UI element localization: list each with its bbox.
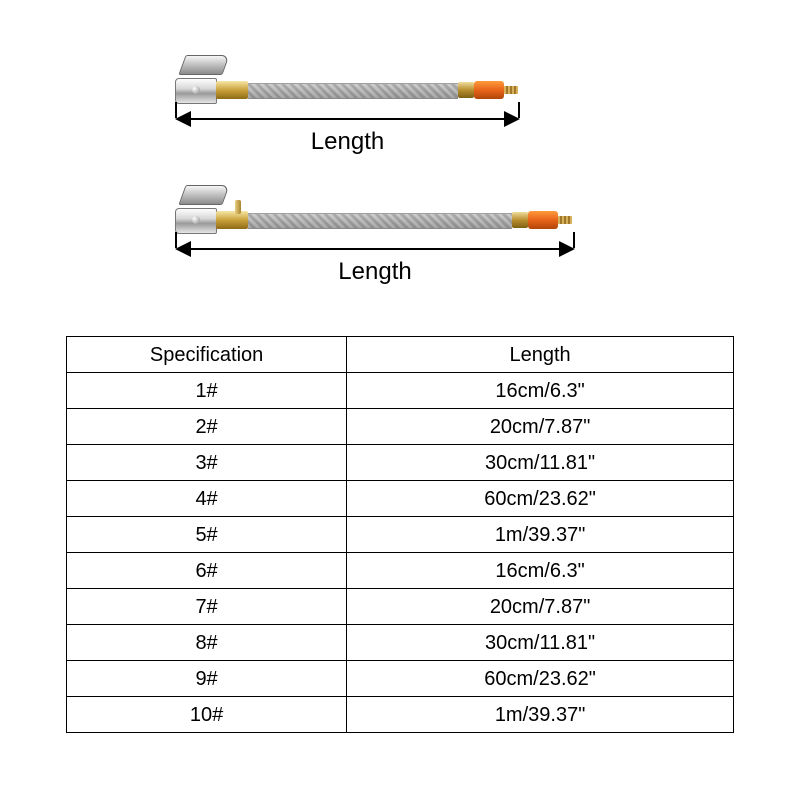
dimension-tick-right-icon [573, 232, 575, 248]
table-row: 7# 20cm/7.87" [67, 589, 734, 625]
length-cell: 1m/39.37" [347, 517, 734, 553]
spec-cell: 10# [67, 697, 347, 733]
table-row: 9# 60cm/23.62" [67, 661, 734, 697]
brass-fitting-icon [216, 81, 248, 99]
spec-cell: 7# [67, 589, 347, 625]
product-diagram-1: Length [175, 50, 625, 120]
table-row: 1# 16cm/6.3" [67, 373, 734, 409]
dimension-line [179, 118, 516, 120]
length-cell: 30cm/11.81" [347, 445, 734, 481]
table-row: 4# 60cm/23.62" [67, 481, 734, 517]
spec-cell: 4# [67, 481, 347, 517]
chuck-head-icon [175, 78, 217, 104]
dimension-arrow-1: Length [175, 108, 520, 138]
length-cell: 1m/39.37" [347, 697, 734, 733]
orange-tip-icon [474, 81, 504, 99]
spec-cell: 9# [67, 661, 347, 697]
table-row: 10# 1m/39.37" [67, 697, 734, 733]
dimension-label-1: Length [175, 128, 520, 156]
table-row: 8# 30cm/11.81" [67, 625, 734, 661]
orange-tip-icon [528, 211, 558, 229]
table-header-row: Specification Length [67, 337, 734, 373]
length-cell: 60cm/23.62" [347, 481, 734, 517]
dimension-line [179, 248, 571, 250]
length-cell: 20cm/7.87" [347, 589, 734, 625]
brass-collar-icon [512, 212, 528, 228]
length-cell: 20cm/7.87" [347, 409, 734, 445]
table-row: 6# 16cm/6.3" [67, 553, 734, 589]
chuck-head-icon [175, 208, 217, 234]
dimension-label-2: Length [175, 258, 575, 286]
spec-cell: 5# [67, 517, 347, 553]
length-cell: 16cm/6.3" [347, 373, 734, 409]
page-canvas: Length Length Specification Length [0, 0, 800, 800]
spec-cell: 8# [67, 625, 347, 661]
spec-cell: 3# [67, 445, 347, 481]
specification-table: Specification Length 1# 16cm/6.3" 2# 20c… [66, 336, 734, 733]
column-header-specification: Specification [67, 337, 347, 373]
spec-cell: 2# [67, 409, 347, 445]
length-cell: 16cm/6.3" [347, 553, 734, 589]
braided-hose-icon [248, 213, 512, 229]
column-header-length: Length [347, 337, 734, 373]
dimension-tick-right-icon [518, 102, 520, 118]
table-row: 5# 1m/39.37" [67, 517, 734, 553]
table-row: 3# 30cm/11.81" [67, 445, 734, 481]
spec-cell: 1# [67, 373, 347, 409]
length-cell: 30cm/11.81" [347, 625, 734, 661]
product-diagram-2: Length [175, 180, 625, 250]
table-row: 2# 20cm/7.87" [67, 409, 734, 445]
dimension-arrow-2: Length [175, 238, 575, 268]
brass-pin-icon [235, 200, 241, 214]
brass-collar-icon [458, 82, 474, 98]
length-cell: 60cm/23.62" [347, 661, 734, 697]
braided-hose-icon [248, 83, 458, 99]
spec-cell: 6# [67, 553, 347, 589]
brass-fitting-icon [216, 211, 248, 229]
